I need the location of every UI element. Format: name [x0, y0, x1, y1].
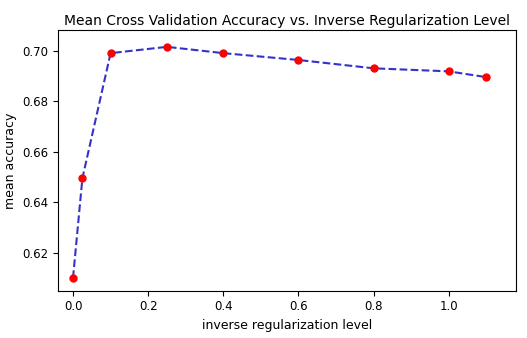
- X-axis label: inverse regularization level: inverse regularization level: [202, 319, 373, 332]
- Y-axis label: mean accuracy: mean accuracy: [4, 112, 16, 209]
- Title: Mean Cross Validation Accuracy vs. Inverse Regularization Level: Mean Cross Validation Accuracy vs. Inver…: [64, 14, 510, 28]
